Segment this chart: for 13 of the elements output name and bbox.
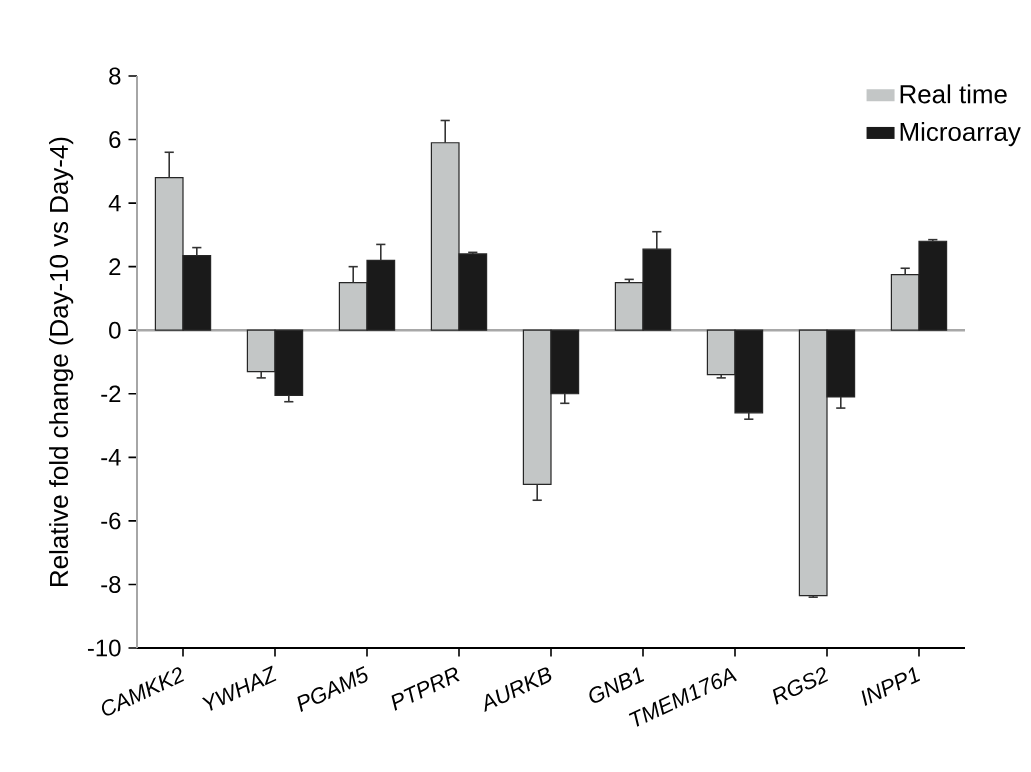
y-axis-title: Relative fold change (Day-10 vs Day-4) — [49, 137, 74, 586]
y-tick-label: -8 — [101, 575, 121, 593]
legend-label: Microarray — [900, 122, 1021, 147]
y-tick-label: -2 — [101, 385, 121, 403]
y-tick-label: -6 — [101, 512, 121, 530]
y-tick-label: 2 — [109, 258, 121, 276]
y-tick-label: -4 — [101, 449, 121, 466]
legend-label: Real time — [900, 84, 1007, 104]
y-tick-label: -10 — [87, 639, 121, 657]
y-tick-label: 4 — [108, 194, 121, 212]
y-tick-label: 0 — [109, 321, 121, 339]
y-tick-label: 8 — [109, 67, 121, 85]
y-tick-label: 6 — [109, 131, 121, 148]
